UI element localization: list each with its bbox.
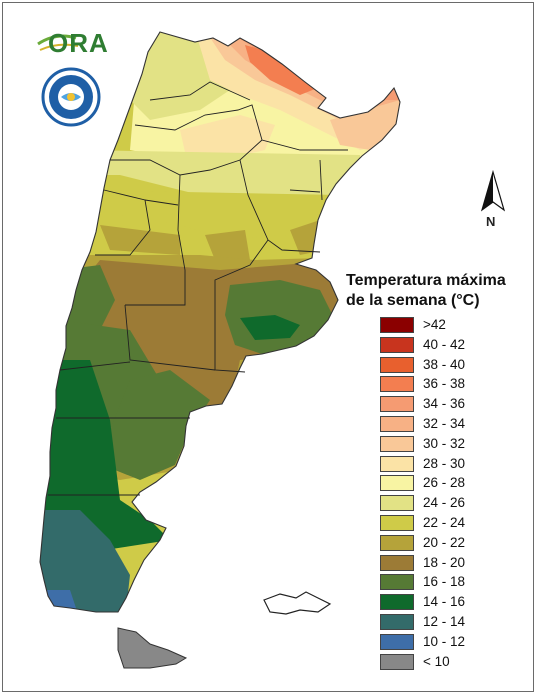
legend-item: < 10: [380, 653, 530, 673]
legend-swatch: [380, 396, 414, 413]
legend-swatch: [380, 495, 414, 512]
legend-item: 28 - 30: [380, 455, 530, 475]
legend-swatch: [380, 455, 414, 472]
legend-label: 24 - 26: [423, 495, 466, 511]
legend-label: 14 - 16: [423, 594, 466, 610]
legend-swatch: [380, 435, 414, 452]
legend-item: 32 - 34: [380, 415, 530, 435]
legend-label: 22 - 24: [423, 515, 466, 530]
legend-label: 36 - 38: [423, 376, 466, 392]
legend-item: 20 - 22: [380, 534, 530, 554]
legend-swatch: [380, 534, 414, 551]
legend-label: 32 - 34: [423, 416, 466, 431]
legend-item: 34 - 36: [380, 395, 530, 415]
legend-swatch: [380, 554, 414, 571]
legend-label: < 10: [423, 653, 450, 669]
legend-swatch: [380, 475, 414, 492]
legend-label: 28 - 30: [423, 455, 466, 471]
legend-label: 30 - 32: [423, 435, 466, 451]
legend-swatch: [380, 336, 414, 353]
legend-item: 12 - 14: [380, 613, 530, 633]
legend-swatch: [380, 653, 414, 670]
legend-label: 18 - 20: [423, 554, 466, 570]
legend-item: 38 - 40: [380, 356, 530, 376]
legend-label: 34 - 36: [423, 396, 466, 412]
legend-label: >42: [423, 317, 446, 332]
legend-label: 10 - 12: [423, 633, 466, 649]
legend-item: 10 - 12: [380, 633, 530, 653]
legend-title-line2: de la semana (°C): [346, 292, 480, 309]
legend-swatch: [380, 614, 414, 630]
legend-item: >42: [380, 316, 530, 336]
north-arrow-icon: [480, 170, 506, 212]
legend-label: 12 - 14: [423, 614, 466, 629]
legend-item: 24 - 26: [380, 494, 530, 514]
legend-swatch: [380, 356, 414, 373]
legend-item: 18 - 20: [380, 554, 530, 574]
legend-swatch: [380, 416, 414, 432]
legend-item: 16 - 18: [380, 573, 530, 593]
legend-item: 36 - 38: [380, 375, 530, 395]
legend-label: 16 - 18: [423, 574, 466, 590]
legend-item: 14 - 16: [380, 593, 530, 613]
legend-swatch: [380, 594, 414, 611]
legend-label: 20 - 22: [423, 534, 466, 550]
north-label: N: [486, 214, 496, 229]
ora-logo-text: ORA: [48, 28, 109, 58]
legend-swatch: [380, 633, 414, 650]
legend-label: 38 - 40: [423, 356, 466, 372]
legend-item: 30 - 32: [380, 435, 530, 455]
smn-seal-icon: [41, 67, 101, 127]
legend-item: 26 - 28: [380, 474, 530, 494]
legend-title-line1: Temperatura máxima: [346, 272, 506, 289]
legend-title: Temperatura máxima de la semana (°C): [346, 271, 536, 311]
ora-logo: [37, 34, 79, 51]
legend-item: 22 - 24: [380, 514, 530, 534]
legend-swatch: [380, 376, 414, 393]
legend-label: 40 - 42: [423, 336, 466, 352]
legend-swatch: [380, 317, 414, 333]
legend-item: 40 - 42: [380, 336, 530, 356]
legend-swatch: [380, 574, 414, 591]
legend-label: 26 - 28: [423, 475, 466, 491]
legend-swatch: [380, 515, 414, 531]
